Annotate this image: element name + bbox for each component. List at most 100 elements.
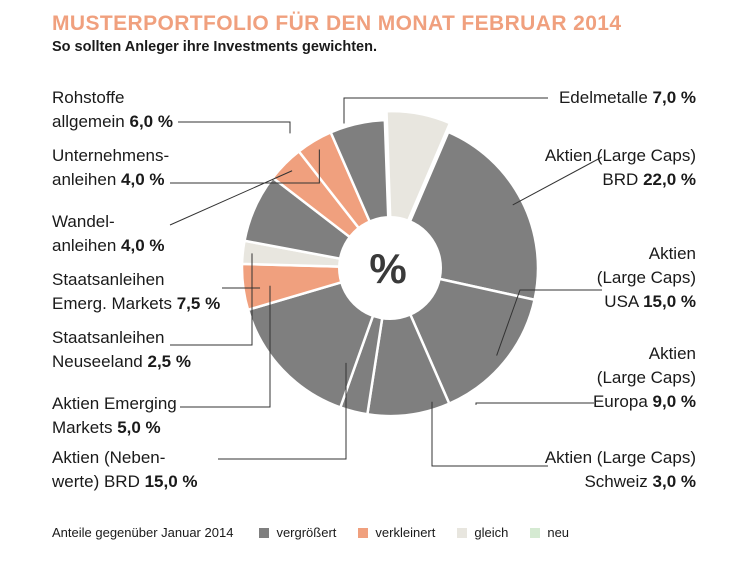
slice-label-text: (Large Caps) bbox=[596, 268, 696, 287]
slice-label: Unternehmens-anleihen 4,0 % bbox=[52, 144, 169, 192]
slice-label-line: Staatsanleihen bbox=[52, 326, 191, 350]
slice-value: 3,0 % bbox=[652, 472, 696, 491]
leader-line bbox=[170, 253, 253, 346]
slice-label-line: Rohstoffe bbox=[52, 86, 173, 110]
slice-label: Staatsanleihen Neuseeland 2,5 % bbox=[52, 326, 191, 374]
legend: Anteile gegenüber Januar 2014 vergrößert… bbox=[52, 525, 591, 540]
slice-label-text: Staatsanleihen bbox=[52, 270, 165, 289]
leader-line bbox=[178, 121, 291, 134]
slice-label: Aktien (Neben-werte) BRD 15,0 % bbox=[52, 446, 198, 494]
chart-title: MUSTERPORTFOLIO FÜR DEN MONAT FEBRUAR 20… bbox=[52, 12, 622, 35]
slice-value: 15,0 % bbox=[643, 292, 696, 311]
slice-label-line: werte) BRD 15,0 % bbox=[52, 470, 198, 494]
slice-label-line: allgemein 6,0 % bbox=[52, 110, 173, 134]
slice-label: Staatsanleihen Emerg. Markets 7,5 % bbox=[52, 268, 220, 316]
slice-label-line: Aktien (Large Caps) bbox=[545, 446, 696, 470]
slice-label-text: Aktien (Neben- bbox=[52, 448, 166, 467]
slice-label-line: anleihen 4,0 % bbox=[52, 168, 169, 192]
slice-label-line: BRD 22,0 % bbox=[545, 168, 696, 192]
legend-swatch-gleich bbox=[457, 527, 468, 538]
slice-label: Aktien (Large Caps) USA 15,0 % bbox=[597, 242, 696, 314]
legend-item-verkleinert: verkleinert bbox=[358, 525, 435, 540]
slice-label-line: Aktien Emerging bbox=[52, 392, 177, 416]
slice-label: Rohstoffe allgemein 6,0 % bbox=[52, 86, 173, 134]
center-percent-label: % bbox=[369, 245, 406, 292]
slice-label-text: Markets bbox=[52, 418, 113, 437]
slice-label-text: Staatsanleihen bbox=[52, 328, 165, 347]
slice-label-text: Aktien (Large Caps) bbox=[544, 448, 696, 467]
slice-label-text: Edelmetalle bbox=[558, 88, 648, 107]
slice-label-text: allgemein bbox=[52, 112, 125, 131]
slice-label-line: USA 15,0 % bbox=[597, 290, 696, 314]
slice-label-text: (Large Caps) bbox=[596, 368, 696, 387]
slice-label-text: Schweiz bbox=[584, 472, 648, 491]
leader-line bbox=[431, 401, 548, 467]
slice-value: 4,0 % bbox=[121, 236, 165, 255]
slice-value: 7,0 % bbox=[652, 88, 696, 107]
slice-label-line: Aktien (Large Caps) bbox=[545, 144, 696, 168]
slice-label-line: Unternehmens- bbox=[52, 144, 169, 168]
slice-label-text: werte) BRD bbox=[52, 472, 140, 491]
slice-value: 2,5 % bbox=[147, 352, 191, 371]
legend-swatch-vergroessert bbox=[259, 527, 270, 538]
leader-line bbox=[496, 289, 602, 356]
slice-label-line: Edelmetalle 7,0 % bbox=[559, 86, 696, 110]
slice-label: Wandel-anleihen 4,0 % bbox=[52, 210, 165, 258]
leader-line bbox=[180, 285, 271, 408]
chart-subtitle: So sollten Anleger ihre Investments gewi… bbox=[52, 39, 377, 55]
slice-label-text: BRD bbox=[602, 170, 639, 189]
slice-label-text: Aktien (Large Caps) bbox=[544, 146, 696, 165]
slice-label-text: Emerg. Markets bbox=[52, 294, 172, 313]
leader-line bbox=[169, 170, 293, 226]
legend-intro: Anteile gegenüber Januar 2014 bbox=[52, 525, 234, 540]
legend-item-neu: neu bbox=[530, 525, 569, 540]
legend-label-verkleinert: verkleinert bbox=[375, 525, 436, 540]
slice-label-text: USA bbox=[604, 292, 639, 311]
slice-label: Edelmetalle 7,0 % bbox=[559, 86, 696, 110]
slice-label-text: Aktien bbox=[648, 344, 696, 363]
legend-swatch-verkleinert bbox=[358, 527, 369, 538]
legend-label-vergroessert: vergrößert bbox=[276, 525, 337, 540]
slice-label-line: Europa 9,0 % bbox=[593, 390, 696, 414]
legend-item-gleich: gleich bbox=[457, 525, 508, 540]
slice-label-text: Wandel- bbox=[52, 212, 115, 231]
slice-label-text: anleihen bbox=[52, 170, 117, 189]
leader-line bbox=[512, 156, 603, 206]
slice-label-text: Neuseeland bbox=[52, 352, 143, 371]
slice-label-text: Aktien bbox=[648, 244, 696, 263]
slice-value: 7,5 % bbox=[176, 294, 221, 313]
slice-label-text: anleihen bbox=[52, 236, 117, 255]
slice-label-text: Aktien Emerging bbox=[52, 394, 177, 413]
slice-label: Aktien (Large Caps) Schweiz 3,0 % bbox=[545, 446, 696, 494]
slice-label-line: Schweiz 3,0 % bbox=[545, 470, 696, 494]
slice-label-line: Markets 5,0 % bbox=[52, 416, 177, 440]
donut-hole bbox=[338, 216, 442, 320]
slice-label-line: Aktien (Neben- bbox=[52, 446, 198, 470]
slice-label-line: (Large Caps) bbox=[597, 266, 696, 290]
slice-label-line: Aktien bbox=[593, 342, 696, 366]
slice-label-line: Emerg. Markets 7,5 % bbox=[52, 292, 220, 316]
leader-line bbox=[475, 402, 594, 405]
slice-value: 9,0 % bbox=[652, 392, 696, 411]
slice-label-line: Wandel- bbox=[52, 210, 165, 234]
leader-line bbox=[218, 362, 347, 460]
slice-label-line: Staatsanleihen bbox=[52, 268, 220, 292]
slice-label: Aktien (Large Caps) BRD 22,0 % bbox=[545, 144, 696, 192]
slice-label: Aktien (Large Caps) Europa 9,0 % bbox=[593, 342, 696, 414]
slice-label-line: anleihen 4,0 % bbox=[52, 234, 165, 258]
slice-label-text: Unternehmens- bbox=[52, 146, 170, 165]
legend-label-gleich: gleich bbox=[474, 525, 509, 540]
legend-label-neu: neu bbox=[547, 525, 570, 540]
legend-swatch-neu bbox=[530, 527, 541, 538]
slice-value: 6,0 % bbox=[129, 112, 173, 131]
slice-label-text: Rohstoffe bbox=[52, 88, 125, 107]
slice-label-text: Europa bbox=[592, 392, 648, 411]
leader-line bbox=[170, 149, 320, 184]
slice-value: 15,0 % bbox=[144, 472, 198, 491]
slice-label-line: Neuseeland 2,5 % bbox=[52, 350, 191, 374]
slice-value: 22,0 % bbox=[643, 170, 696, 189]
slice-label-line: Aktien bbox=[597, 242, 696, 266]
slice-label: Aktien Emerging Markets 5,0 % bbox=[52, 392, 177, 440]
slice-label-line: (Large Caps) bbox=[593, 366, 696, 390]
